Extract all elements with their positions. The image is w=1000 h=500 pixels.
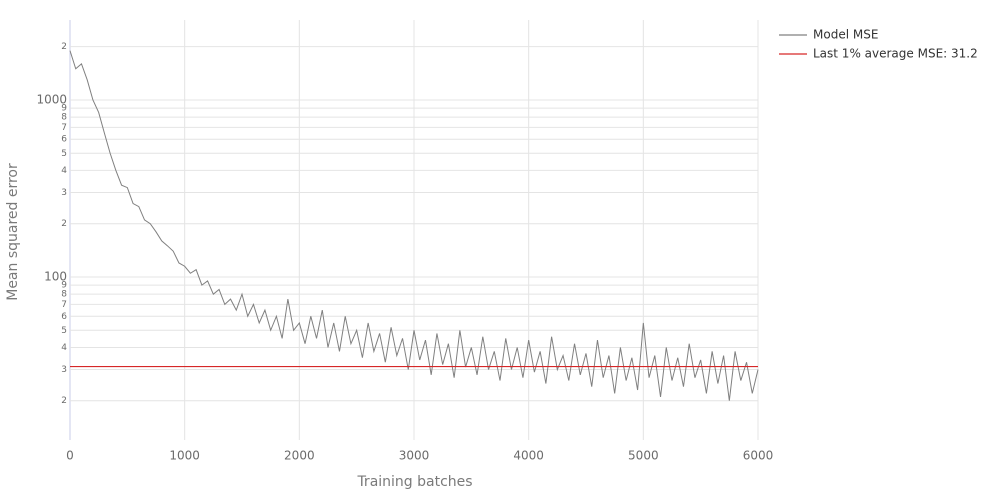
y-tick-label: 3 bbox=[61, 365, 67, 375]
x-tick-label: 4000 bbox=[513, 449, 544, 463]
y-tick-label: 2 bbox=[61, 42, 67, 52]
y-tick-label: 7 bbox=[61, 300, 67, 310]
y-tick-label: 2 bbox=[61, 219, 67, 229]
y-tick-label: 1000 bbox=[36, 92, 67, 106]
y-tick-label: 9 bbox=[61, 104, 67, 114]
x-tick-label: 2000 bbox=[284, 449, 315, 463]
y-tick-label: 4 bbox=[61, 343, 67, 353]
x-tick-label: 3000 bbox=[399, 449, 430, 463]
x-axis-title: Training batches bbox=[356, 474, 472, 490]
legend-label: Last 1% average MSE: 31.2 bbox=[813, 47, 978, 61]
y-tick-label: 4 bbox=[61, 166, 67, 176]
x-tick-label: 0 bbox=[66, 449, 74, 463]
y-tick-label: 6 bbox=[61, 135, 67, 145]
y-tick-label: 8 bbox=[61, 113, 67, 123]
y-tick-label: 5 bbox=[61, 326, 67, 336]
x-tick-label: 6000 bbox=[743, 449, 774, 463]
x-tick-label: 5000 bbox=[628, 449, 659, 463]
y-tick-label: 8 bbox=[61, 290, 67, 300]
y-tick-label: 5 bbox=[61, 149, 67, 159]
y-tick-label: 7 bbox=[61, 123, 67, 133]
y-axis-title: Mean squared error bbox=[5, 163, 21, 301]
y-tick-label: 6 bbox=[61, 312, 67, 322]
y-tick-label: 100 bbox=[44, 269, 67, 283]
x-tick-label: 1000 bbox=[169, 449, 200, 463]
y-tick-label: 3 bbox=[61, 188, 67, 198]
data-line bbox=[69, 50, 759, 401]
y-tick-label: 2 bbox=[61, 396, 67, 406]
y-tick-label: 9 bbox=[61, 281, 67, 291]
legend-label: Model MSE bbox=[813, 28, 878, 42]
